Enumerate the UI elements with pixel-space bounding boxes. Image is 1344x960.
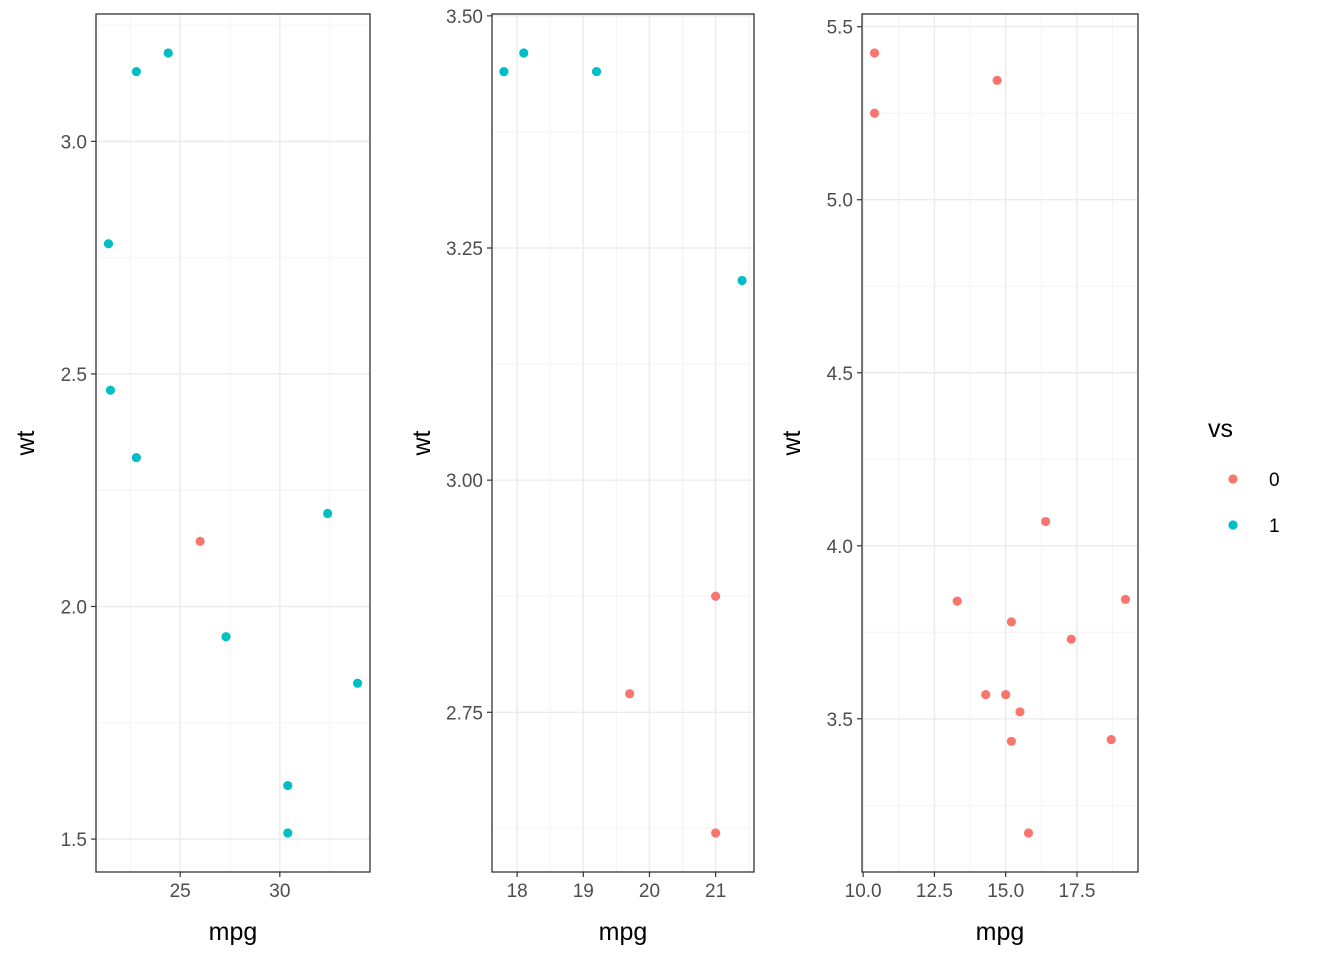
x-tick-label: 18 [507,881,528,902]
data-point [992,75,1002,85]
x-tick-label: 25 [170,881,191,902]
data-point [499,66,509,77]
panel-2: 18 19 20 21 2.75 3.00 3.25 3.50 mpg wt [408,7,755,946]
data-point [221,632,231,642]
y-axis-title: wt [778,430,806,456]
legend-title: vs [1208,415,1233,443]
legend: vs 0 1 [1208,415,1280,537]
data-point [1006,736,1017,746]
x-tick-label: 21 [705,881,726,902]
data-point [283,780,293,791]
data-point [1106,734,1116,745]
data-point [352,678,363,688]
y-tick-label: 5.5 [827,18,853,39]
data-point [163,48,173,58]
data-point [519,48,529,58]
y-axis-title: wt [408,430,436,456]
data-point [103,239,114,249]
panel-background [862,14,1138,872]
data-point [711,591,721,601]
data-point [131,67,141,77]
y-tick-label: 3.50 [446,7,483,28]
data-point [1120,594,1131,605]
data-point [195,536,205,546]
data-point [1015,707,1025,717]
panel-border [861,13,1139,873]
x-axis-title: mpg [599,918,648,946]
x-axis-title: mpg [209,918,258,946]
panel-background [492,14,754,872]
y-tick-label: 2.75 [446,703,483,724]
y-tick-label: 3.0 [61,132,87,153]
panel-1: 25 30 1.5 2.0 2.5 3.0 mpg wt [12,13,371,946]
x-tick-label: 17.5 [1058,881,1095,902]
x-tick-label: 19 [573,881,594,902]
y-tick-label: 5.0 [827,191,853,212]
data-point [283,828,293,838]
panel-3: 10.0 12.5 15.0 17.5 3.5 4.0 4.5 5.0 5.5 mpg wt [778,13,1139,946]
y-tick-label: 3.5 [827,710,853,731]
data-point [591,66,602,77]
y-tick-label: 2.0 [61,597,87,618]
data-point [1001,689,1011,700]
data-point [981,689,991,700]
data-point [1041,516,1051,527]
data-point [711,828,721,838]
y-tick-label: 3.00 [446,471,483,492]
legend-key-1 [1228,520,1238,530]
legend-key-0 [1228,474,1238,484]
data-point [1023,828,1034,838]
x-tick-label: 15.0 [987,881,1024,902]
legend-label-0: 0 [1269,470,1280,491]
y-tick-label: 3.25 [446,239,483,260]
data-point [131,453,141,463]
x-tick-label: 20 [639,881,660,902]
data-point [105,385,116,395]
y-tick-label: 4.5 [827,364,853,385]
panel-background [96,14,370,872]
y-axis-title: wt [12,430,40,456]
data-point [625,689,635,699]
y-tick-label: 4.0 [827,537,853,558]
panel-border [95,13,371,873]
data-point [323,508,333,519]
x-axis-title: mpg [976,918,1025,946]
data-point [869,108,880,118]
data-point [869,48,880,58]
x-tick-label: 10.0 [845,881,882,902]
data-point [1006,617,1017,627]
legend-label-1: 1 [1269,516,1280,537]
x-tick-label: 12.5 [916,881,953,902]
y-tick-label: 1.5 [61,830,87,851]
panel-border [491,13,755,873]
data-point [1066,634,1076,644]
data-point [737,275,747,286]
panels: 25 30 1.5 2.0 2.5 3.0 mpg wt 18 19 20 21 2.75 3.00 3.2… [12,7,1139,946]
x-tick-label: 30 [269,881,290,902]
y-tick-label: 2.5 [61,365,87,386]
data-point [952,596,962,606]
